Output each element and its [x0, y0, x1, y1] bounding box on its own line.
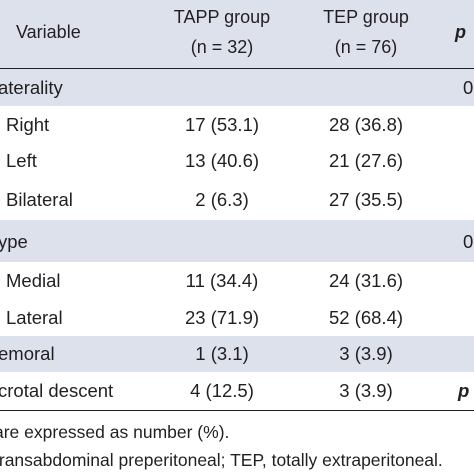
table-row: aterality 0 [0, 69, 474, 106]
header-tapp-line2: (n = 32) [190, 37, 254, 57]
row-tep: 3 (3.9) [339, 343, 393, 364]
row-label: crotal descent [0, 380, 114, 401]
table-row: Left 13 (40.6) 21 (27.6) [0, 142, 474, 178]
row-label: Medial [6, 270, 61, 291]
table-header: Variable TAPP group (n = 32) TEP group (… [0, 0, 474, 68]
row-tapp: 17 (53.1) [184, 114, 260, 135]
row-label: Left [6, 150, 37, 171]
table-row: Medial 11 (34.4) 24 (31.6) [0, 262, 474, 299]
row-tep: 24 (31.6) [328, 270, 404, 291]
row-tep: 3 (3.9) [339, 380, 393, 401]
table-row: emoral 1 (3.1) 3 (3.9) [0, 336, 474, 372]
row-tep: 27 (35.5) [328, 189, 404, 210]
header-variable: Variable [16, 22, 81, 42]
row-p: p [458, 380, 470, 401]
table-row: crotal descent 4 (12.5) 3 (3.9) p [0, 372, 474, 410]
footnote-2: transabdominal preperitoneal; TEP, total… [0, 450, 443, 470]
row-tapp: 13 (40.6) [184, 150, 260, 171]
table-row: Lateral 23 (71.9) 52 (68.4) [0, 299, 474, 336]
row-label: emoral [0, 343, 55, 364]
row-tapp: 11 (34.4) [185, 270, 259, 291]
row-label: Lateral [6, 307, 63, 328]
header-rule [0, 68, 474, 69]
table-row: Bilateral 2 (6.3) 27 (35.5) [0, 178, 474, 220]
row-label: ype [0, 231, 28, 252]
table-bottom-rule [0, 410, 474, 411]
header-p: p [455, 22, 466, 42]
table-row: ype 0 [0, 220, 474, 262]
row-tep: 28 (36.8) [328, 114, 404, 135]
row-p: 0 [463, 77, 474, 98]
row-p: 0 [463, 231, 474, 252]
header-tapp-line1: TAPP group [173, 7, 271, 27]
row-label: Bilateral [6, 189, 73, 210]
row-tapp: 2 (6.3) [195, 189, 249, 210]
row-tapp: 23 (71.9) [184, 307, 260, 328]
header-tep-line1: TEP group [323, 7, 409, 27]
row-label: aterality [0, 77, 63, 98]
table-row: Right 17 (53.1) 28 (36.8) [0, 106, 474, 142]
row-tapp: 1 (3.1) [195, 343, 249, 364]
row-label: Right [6, 114, 50, 135]
footnote-1: are expressed as number (%). [0, 422, 230, 442]
row-tep: 52 (68.4) [328, 307, 404, 328]
row-tep: 21 (27.6) [328, 150, 404, 171]
header-tep-line2: (n = 76) [334, 37, 398, 57]
row-tapp: 4 (12.5) [190, 380, 254, 401]
